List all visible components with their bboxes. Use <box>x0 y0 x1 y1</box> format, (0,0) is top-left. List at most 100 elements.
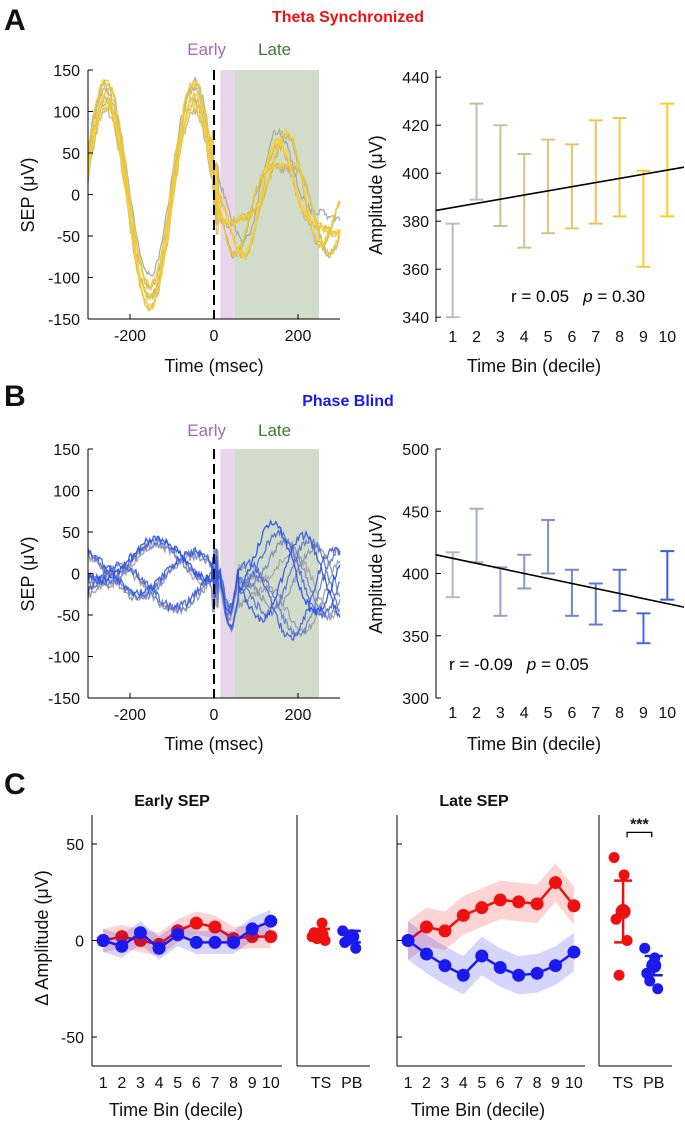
y-tick-label: 350 <box>402 629 429 646</box>
data-point-pb <box>567 945 581 959</box>
x-tick-label: 8 <box>615 705 624 722</box>
errorbar-group <box>445 102 675 319</box>
x-tick-label: 200 <box>285 707 312 724</box>
subject-point-pb <box>639 942 651 954</box>
data-point-pb <box>152 941 166 955</box>
series-line-ts <box>407 880 575 942</box>
y-tick-label: -150 <box>48 691 80 708</box>
late-sep-title: Late SEP <box>439 793 509 810</box>
x-tick-label: 1 <box>404 1075 413 1092</box>
summary-mean-pb <box>646 958 662 974</box>
late-window-label-b: Late <box>258 421 291 440</box>
data-point-pb <box>264 914 278 928</box>
x-tick-label: -200 <box>114 707 146 724</box>
x-tick-label: 5 <box>173 1075 182 1092</box>
y-tick-label: -100 <box>48 650 80 667</box>
x-tick-label: 4 <box>459 1075 468 1092</box>
data-point-pb <box>419 947 433 961</box>
x-tick-label: 9 <box>248 1075 257 1092</box>
x-tick-label: 5 <box>477 1075 486 1092</box>
subject-point-ts <box>316 917 328 929</box>
y-tick-label: -150 <box>48 312 80 329</box>
data-point-pb <box>115 939 129 953</box>
y-tick-label: -50 <box>57 608 80 625</box>
x-tick-label: 2 <box>117 1075 126 1092</box>
sep-y-axis-label-b: SEP (μV) <box>18 536 38 611</box>
data-point-pb <box>227 935 241 949</box>
early-sep-title: Early SEP <box>134 793 210 810</box>
axes: 150 100 50 0 -50 -100 -150 -200 0 200 <box>48 63 340 345</box>
x-tick-label: 0 <box>210 707 219 724</box>
panel-c-late-summary-chart: TS PB *** <box>598 815 672 1092</box>
time-bin-x-axis-label-c-late: Time Bin (decile) <box>411 1100 545 1120</box>
x-tick-label: 200 <box>285 328 312 345</box>
data-point-ts <box>115 930 129 944</box>
y-tick-label: 450 <box>402 504 429 521</box>
subject-point-pb <box>652 983 664 995</box>
significance-marker: *** <box>630 816 649 833</box>
y-tick-label: 360 <box>402 262 429 279</box>
y-tick-label: 150 <box>53 63 80 80</box>
panel-b-title: Phase Blind <box>302 393 394 410</box>
panel-a-sep-traces-chart: 150 100 50 0 -50 -100 -150 -200 0 200 <box>48 63 341 345</box>
subject-point-pb <box>350 942 362 954</box>
data-point-pb <box>512 968 526 982</box>
x-tick-label: 3 <box>136 1075 145 1092</box>
summary-mean-ts <box>615 904 631 920</box>
data-point-ts <box>567 899 581 913</box>
subject-point-pb <box>644 975 656 987</box>
y-tick-label: 440 <box>402 70 429 87</box>
data-point-pb <box>493 961 507 975</box>
y-tick-label: 0 <box>71 567 80 584</box>
data-point-ts <box>438 924 452 938</box>
y-tick-label: 500 <box>402 442 429 459</box>
early-window-shading <box>220 449 235 698</box>
significance-bracket <box>626 831 653 838</box>
y-tick-label: 300 <box>402 691 429 708</box>
x-tick-label: 3 <box>496 329 505 346</box>
late-window-shading <box>235 70 319 319</box>
x-tick-label: 10 <box>565 1075 583 1092</box>
x-tick-label: 5 <box>544 329 553 346</box>
data-point-pb <box>96 934 110 947</box>
data-point-ts <box>208 920 222 934</box>
x-tick-label: 1 <box>99 1075 108 1092</box>
sep-trace <box>87 519 341 616</box>
sep-trace <box>87 528 341 619</box>
y-tick-label: 50 <box>62 525 80 542</box>
stat-p-value-a: = 0.30 <box>593 287 645 306</box>
x-tick-label: 0 <box>210 328 219 345</box>
panel-b-label: B <box>4 380 26 413</box>
data-point-ts <box>549 876 563 890</box>
data-point-pb <box>438 959 452 973</box>
x-tick-label: 9 <box>551 1075 560 1092</box>
y-tick-label: 150 <box>53 442 80 459</box>
time-bin-x-axis-label-c-early: Time Bin (decile) <box>109 1100 243 1120</box>
axes: 500 450 400 350 300 1 2 3 4 5 6 7 8 9 10 <box>402 442 676 722</box>
y-tick-label: 400 <box>402 166 429 183</box>
series-line-pb <box>407 939 575 977</box>
data-point-pb <box>245 922 259 936</box>
panel-b-sep-traces-chart: 150 100 50 0 -50 -100 -150 -200 0 200 <box>48 442 341 724</box>
stat-p-label-b: p <box>526 655 536 674</box>
stat-r-a: r = 0.05 <box>511 287 569 306</box>
y-tick-label: 50 <box>66 837 84 854</box>
y-tick-label: 50 <box>62 146 80 163</box>
x-tick-label: 1 <box>448 329 457 346</box>
panel-c-early-sep-chart: 50 0 -50 1 2 3 4 5 6 7 8 9 10 <box>61 815 282 1092</box>
regression-line <box>435 166 685 212</box>
y-tick-label: 400 <box>402 567 429 584</box>
x-tick-label: 1 <box>448 705 457 722</box>
data-point-ts <box>419 920 433 934</box>
time-x-axis-label-b: Time (msec) <box>164 734 263 754</box>
data-point-ts <box>456 908 470 922</box>
amplitude-y-axis-label-b: Amplitude (μV) <box>366 514 386 633</box>
stat-p-label-a: p <box>582 287 592 306</box>
x-tick-label: 8 <box>615 329 624 346</box>
x-tick-label: 7 <box>591 329 600 346</box>
data-point-pb <box>189 935 203 949</box>
stat-annotation-a: r = 0.05 p = 0.30 <box>511 287 645 306</box>
panel-a-label: A <box>4 4 26 37</box>
x-tick-label: 8 <box>229 1075 238 1092</box>
x-tick-label: 10 <box>658 329 676 346</box>
